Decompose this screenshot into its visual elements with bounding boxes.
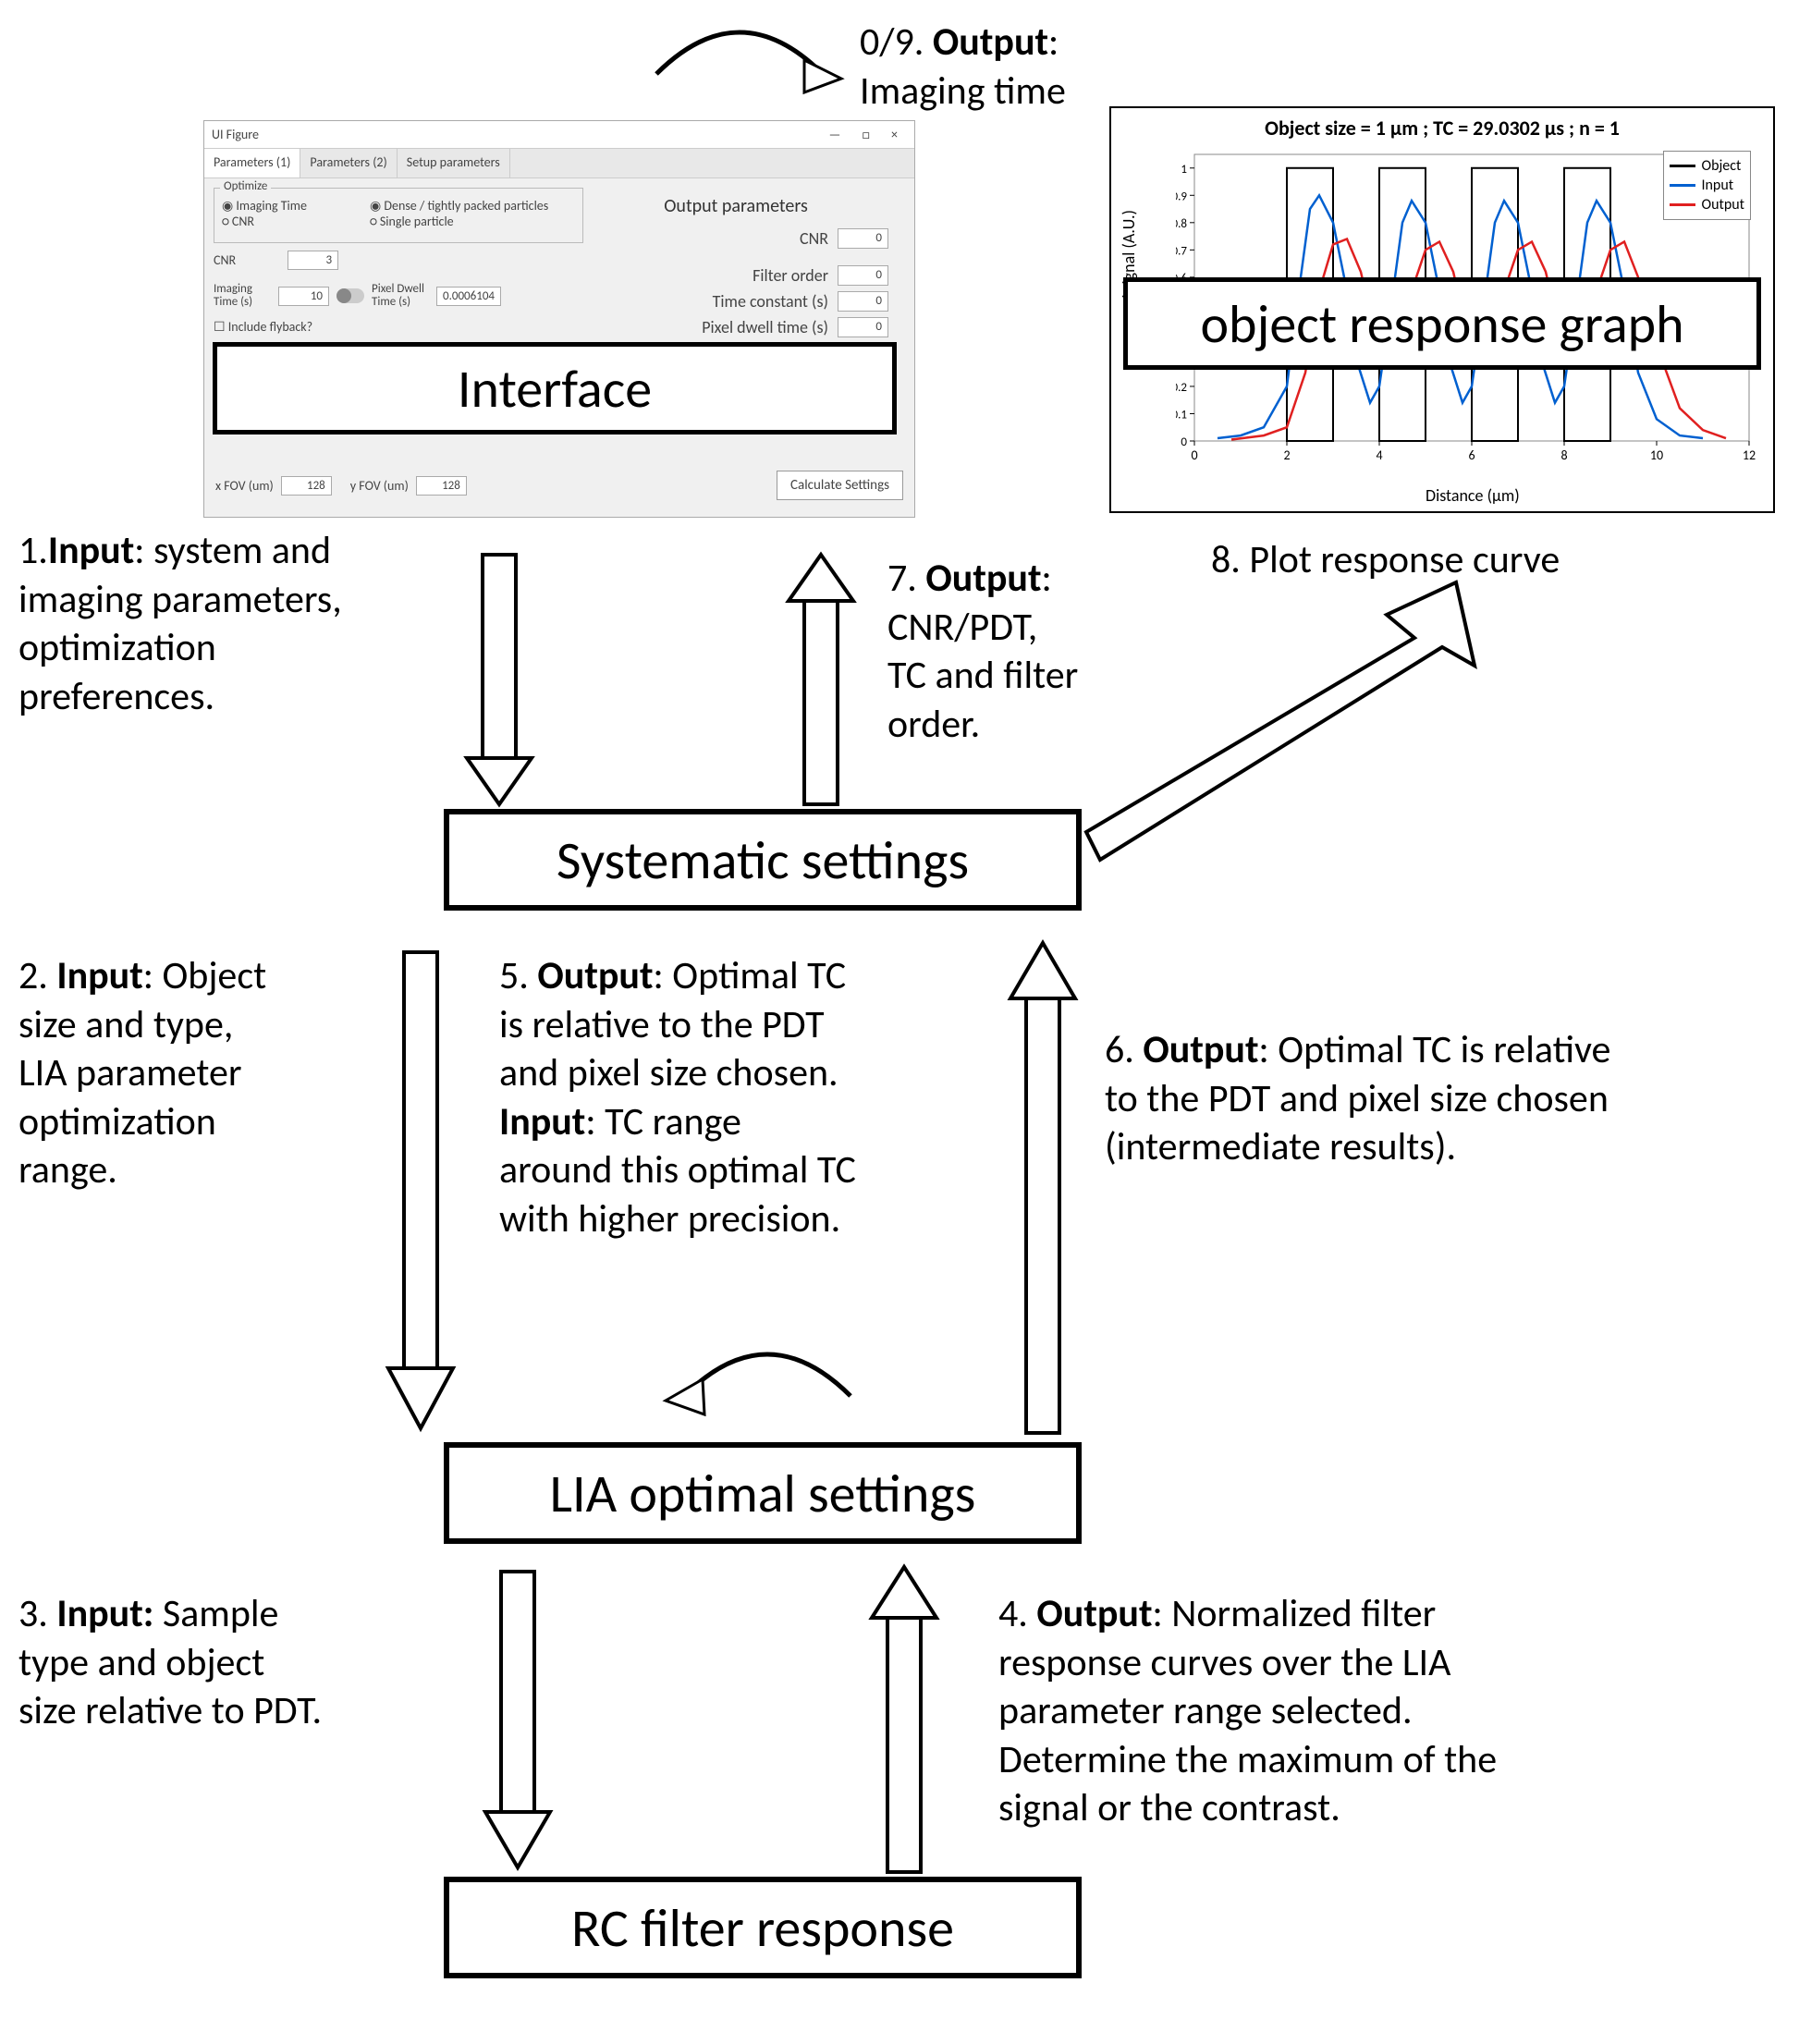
object-response-box: object response graph xyxy=(1123,277,1761,370)
interface-box: Interface xyxy=(213,342,897,435)
